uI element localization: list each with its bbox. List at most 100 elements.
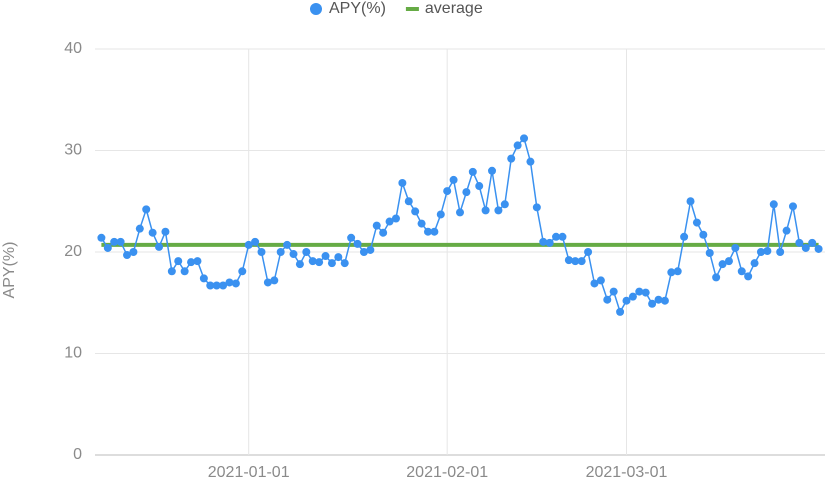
point — [705, 249, 714, 258]
point — [718, 260, 727, 269]
point — [808, 238, 817, 247]
point — [238, 267, 247, 276]
point — [155, 242, 164, 251]
point — [436, 210, 445, 219]
point — [513, 141, 522, 150]
point — [648, 299, 657, 308]
point — [577, 257, 586, 266]
point — [372, 221, 381, 230]
point — [571, 257, 580, 266]
point — [545, 238, 554, 247]
point — [449, 175, 458, 184]
point — [187, 258, 196, 267]
point — [123, 251, 132, 260]
point — [366, 245, 375, 254]
point — [199, 274, 208, 283]
point — [129, 248, 138, 256]
point — [161, 227, 170, 236]
point — [443, 187, 452, 196]
point — [257, 248, 266, 256]
point — [699, 230, 708, 239]
point — [270, 276, 279, 285]
point — [315, 258, 324, 267]
point — [712, 273, 721, 282]
point — [776, 248, 785, 256]
point — [417, 219, 426, 228]
point — [609, 287, 618, 296]
y-axis-title: APY(%) — [1, 242, 18, 299]
point — [468, 167, 477, 176]
point — [110, 237, 119, 246]
point — [212, 281, 221, 290]
point — [532, 203, 541, 212]
point — [398, 178, 407, 187]
point — [295, 260, 304, 269]
series — [97, 134, 823, 316]
point — [680, 232, 689, 241]
x-tick-label: 2021-01-01 — [208, 464, 290, 481]
point — [616, 307, 625, 316]
point — [539, 237, 548, 246]
point — [769, 200, 778, 209]
legend-label: average — [425, 0, 483, 17]
point — [814, 244, 823, 253]
point — [628, 292, 637, 301]
point — [423, 227, 432, 236]
point — [564, 256, 573, 265]
point — [750, 259, 759, 268]
point — [731, 243, 740, 252]
point — [302, 248, 311, 256]
point — [276, 248, 285, 256]
point — [603, 295, 612, 304]
point — [788, 202, 797, 211]
point — [263, 278, 272, 287]
point — [231, 279, 240, 288]
x-tick-label: 2021-03-01 — [586, 464, 668, 481]
point — [737, 267, 746, 276]
point — [795, 238, 804, 247]
point — [430, 227, 439, 236]
legend-label: APY(%) — [329, 0, 386, 17]
point — [654, 295, 663, 304]
point — [103, 243, 112, 252]
point — [801, 243, 810, 252]
point — [385, 217, 394, 226]
point — [724, 257, 733, 266]
point — [763, 246, 772, 255]
point — [635, 287, 644, 296]
point — [142, 205, 151, 214]
point — [744, 272, 753, 281]
point — [340, 259, 349, 268]
point — [782, 226, 791, 235]
point — [251, 237, 260, 246]
point — [660, 296, 669, 305]
point — [692, 218, 701, 227]
point — [379, 228, 388, 237]
point — [404, 197, 413, 206]
point — [507, 154, 516, 163]
x-tick-label: 2021-02-01 — [406, 464, 488, 481]
point — [219, 281, 228, 290]
legend-marker — [310, 3, 322, 15]
point — [500, 200, 509, 209]
point — [308, 257, 317, 266]
point — [488, 166, 497, 175]
point — [289, 250, 298, 259]
point — [283, 240, 292, 249]
point — [462, 188, 471, 197]
point — [456, 208, 464, 217]
point — [244, 240, 253, 249]
point — [641, 288, 650, 297]
point — [411, 207, 420, 216]
point — [475, 182, 484, 191]
point — [526, 157, 535, 166]
point — [334, 253, 343, 262]
point — [206, 281, 215, 290]
y-tick-label: 30 — [64, 142, 82, 159]
point — [686, 197, 695, 206]
point — [174, 257, 183, 266]
point — [327, 259, 336, 268]
point — [481, 206, 490, 215]
y-tick-label: 10 — [64, 345, 82, 362]
